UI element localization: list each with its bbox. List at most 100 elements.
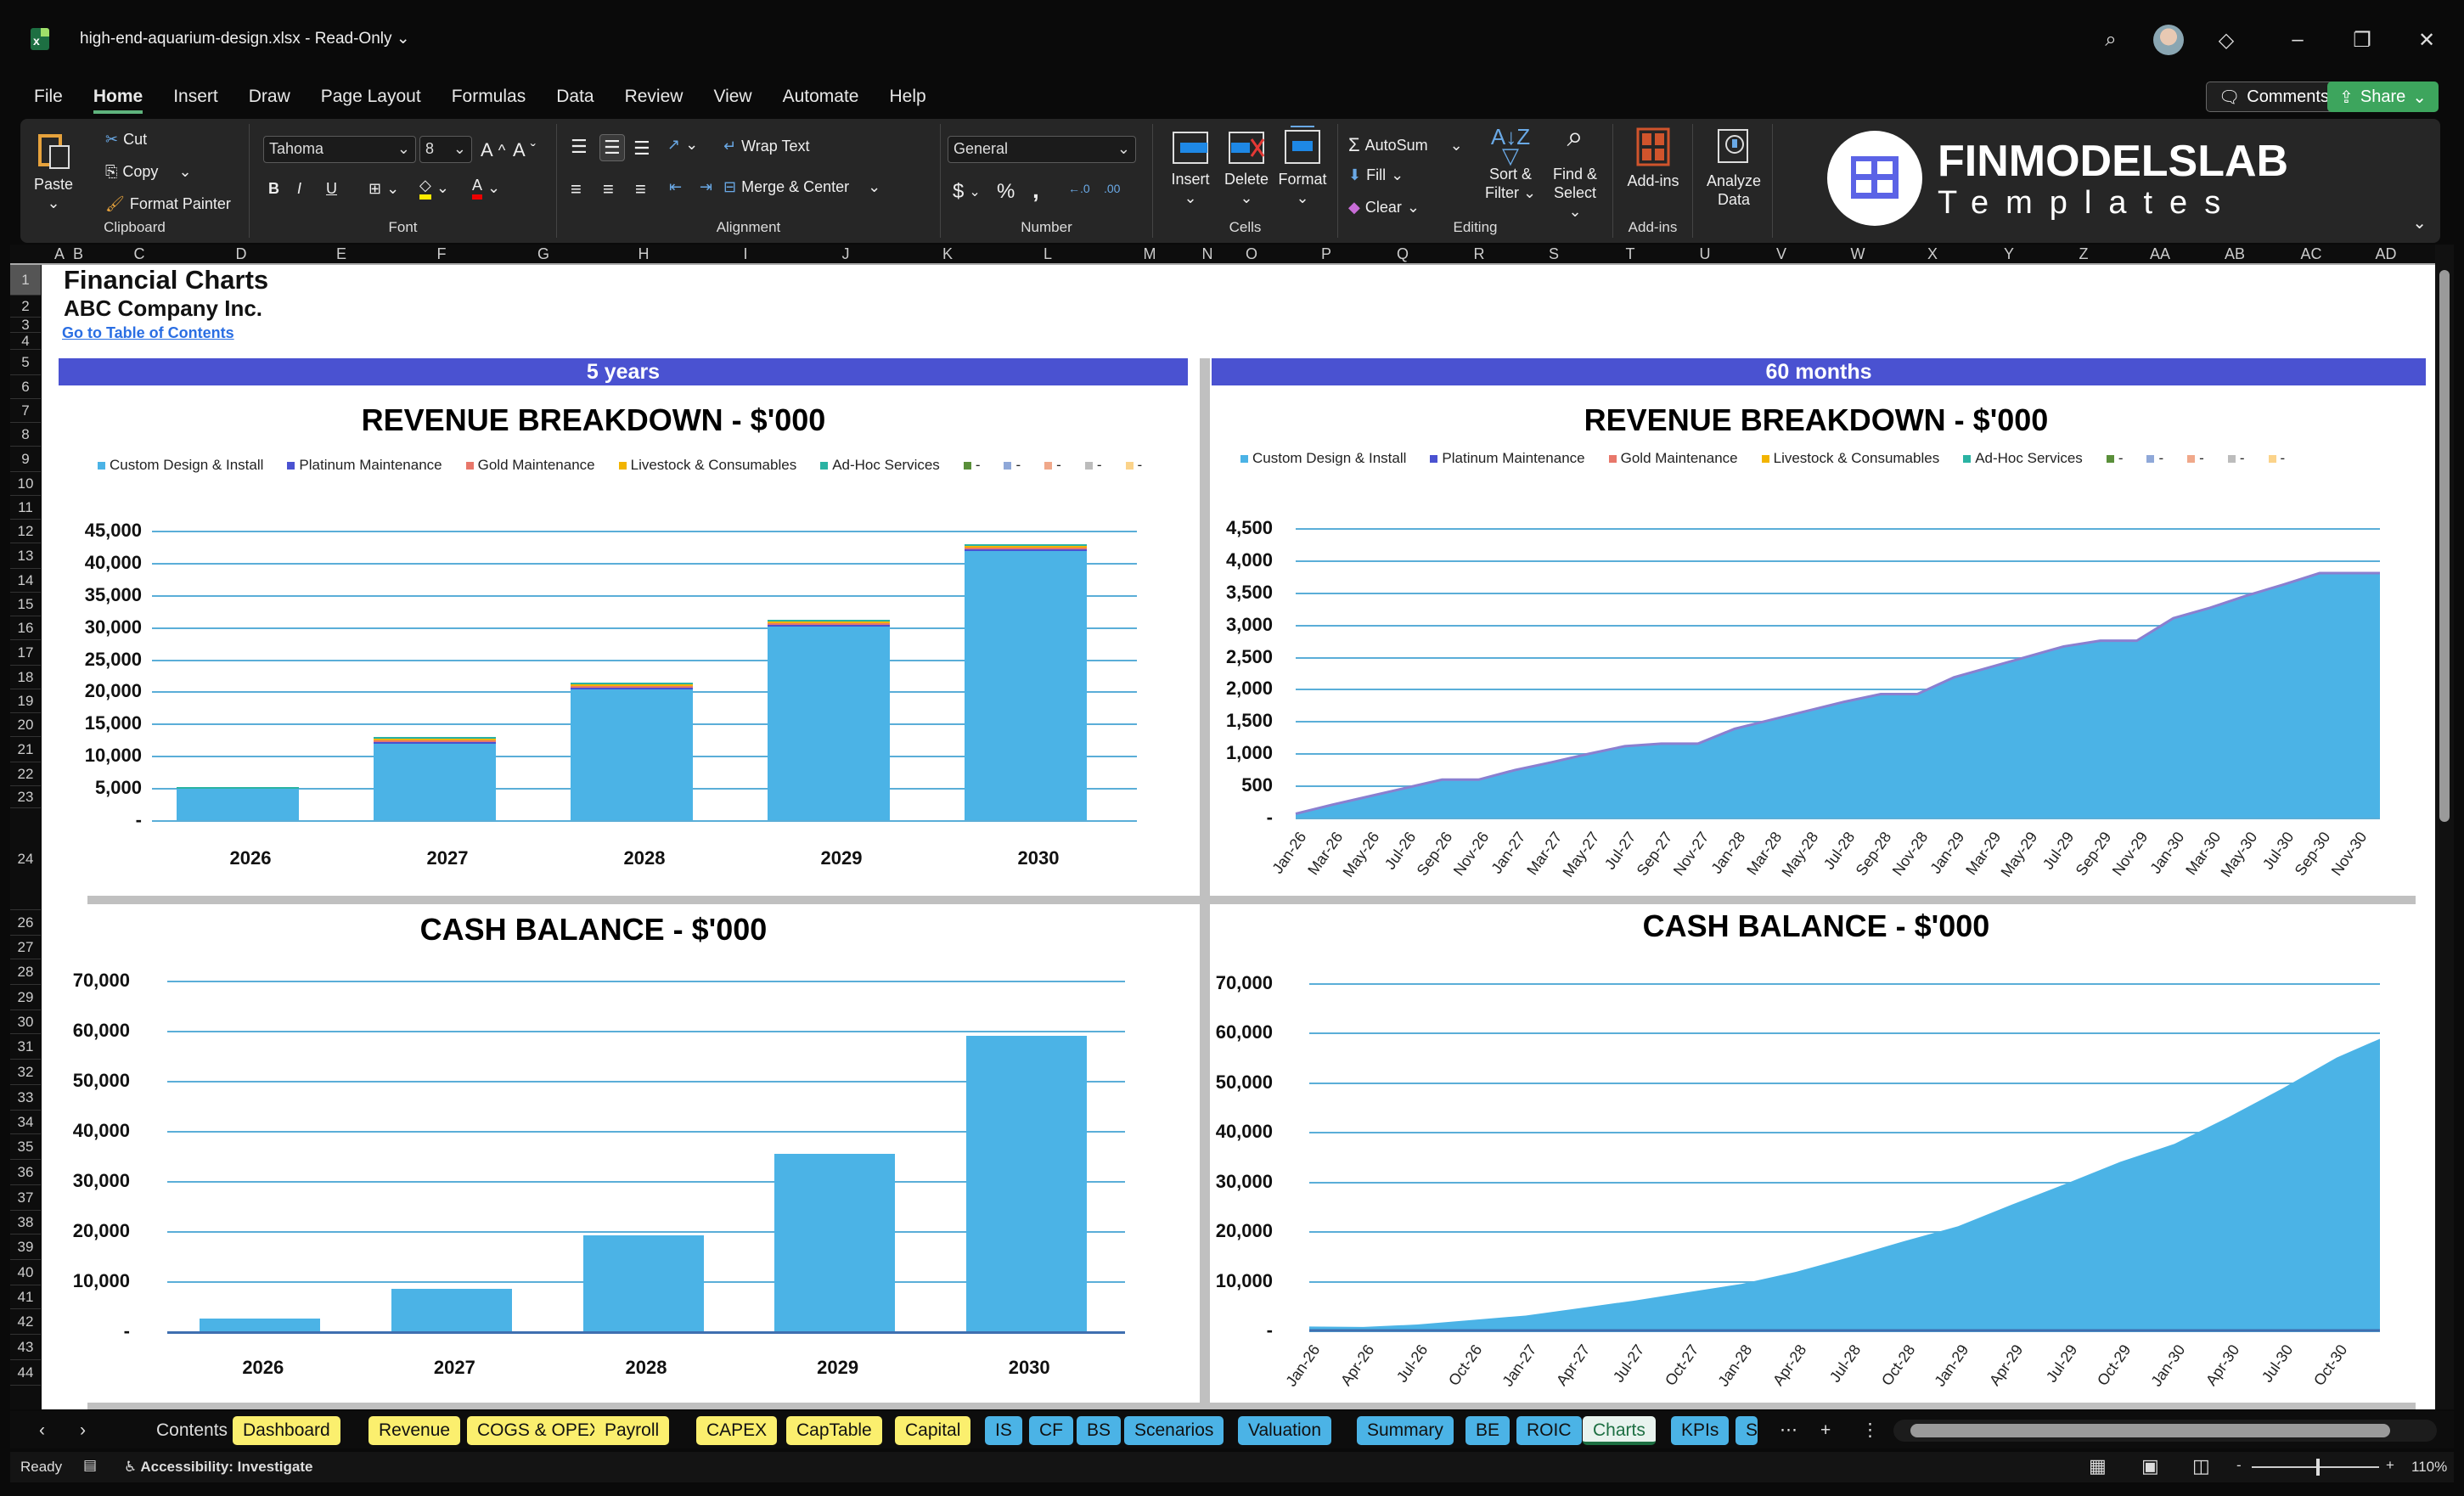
paste-button[interactable]: Paste ⌄	[32, 131, 75, 212]
row-header[interactable]: 42	[10, 1309, 41, 1335]
page-break-view-icon[interactable]: ◫	[2192, 1455, 2210, 1476]
clear-button[interactable]: ◆ Clear ⌄	[1348, 199, 1420, 216]
minimize-icon[interactable]: –	[2292, 28, 2304, 51]
bar[interactable]	[965, 1036, 1087, 1331]
column-header[interactable]: B	[72, 245, 84, 262]
menu-review[interactable]: Review	[624, 87, 684, 106]
merge-center-button[interactable]: ⊟ Merge & Center ⌄	[723, 178, 881, 195]
collapse-ribbon-button[interactable]: ⌄	[2412, 214, 2427, 233]
font-color-button[interactable]: A ⌄	[472, 177, 500, 200]
cash-area-chart[interactable]	[42, 265, 2436, 1409]
align-right-button[interactable]: ≡	[635, 178, 646, 200]
sheet-tab-capital[interactable]: Capital	[895, 1416, 971, 1445]
row-header[interactable]: 18	[10, 666, 41, 689]
row-header[interactable]: 37	[10, 1185, 41, 1211]
column-header[interactable]: G	[537, 245, 550, 262]
bar-segment[interactable]	[571, 688, 693, 690]
menu-formulas[interactable]: Formulas	[451, 87, 526, 106]
analyze-data-button[interactable]: Analyze Data	[1700, 127, 1768, 209]
bar-segment[interactable]	[374, 740, 496, 742]
cut-button[interactable]: ✂ Cut	[105, 131, 148, 148]
column-header[interactable]: R	[1473, 245, 1485, 262]
column-header[interactable]: D	[235, 245, 247, 262]
row-header[interactable]: 30	[10, 1010, 41, 1034]
row-header[interactable]: 32	[10, 1060, 41, 1085]
revenue-area-chart[interactable]	[42, 265, 2436, 1409]
currency-button[interactable]: $ ⌄	[953, 180, 981, 203]
row-header[interactable]: 10	[10, 472, 41, 496]
menu-insert[interactable]: Insert	[173, 87, 218, 106]
row-header[interactable]: 31	[10, 1034, 41, 1060]
column-header[interactable]: X	[1927, 245, 1938, 262]
menu-data[interactable]: Data	[556, 87, 594, 106]
row-header[interactable]: 27	[10, 936, 41, 959]
row-header[interactable]: 7	[10, 399, 41, 423]
row-header[interactable]: 23	[10, 786, 41, 808]
row-header[interactable]: 2	[10, 295, 41, 318]
format-cells-button[interactable]: Format ⌄	[1277, 124, 1328, 207]
row-header[interactable]: 12	[10, 520, 41, 543]
menu-view[interactable]: View	[713, 87, 752, 106]
column-header[interactable]: W	[1850, 245, 1865, 262]
sheet-tab-cf[interactable]: CF	[1029, 1416, 1073, 1445]
delete-cells-button[interactable]: Delete ⌄	[1221, 131, 1272, 207]
row-header[interactable]: 20	[10, 713, 41, 737]
sheet-tab-capex[interactable]: CAPEX	[696, 1416, 778, 1445]
row-header[interactable]: 40	[10, 1260, 41, 1285]
row-header[interactable]: 29	[10, 985, 41, 1010]
sheet-tab-contents[interactable]: Contents	[156, 1420, 228, 1440]
column-header[interactable]: L	[1043, 245, 1053, 262]
underline-button[interactable]: U	[326, 180, 337, 197]
bar-segment[interactable]	[571, 689, 693, 820]
menu-home[interactable]: Home	[93, 87, 143, 114]
sheet-tab-revenue[interactable]: Revenue	[368, 1416, 461, 1445]
add-sheet-button[interactable]: +	[1820, 1420, 1831, 1440]
bar-segment[interactable]	[965, 547, 1087, 549]
bar[interactable]	[582, 1235, 704, 1331]
h-scroll-thumb[interactable]	[1910, 1424, 2390, 1437]
fill-button[interactable]: ⬇ Fill ⌄	[1348, 166, 1404, 183]
column-header[interactable]: AA	[2149, 245, 2171, 262]
sheet-tab-be[interactable]: BE	[1465, 1416, 1510, 1445]
row-header[interactable]: 8	[10, 423, 41, 447]
row-header[interactable]: 22	[10, 762, 41, 786]
scroll-thumb[interactable]	[2439, 270, 2450, 822]
insert-cells-button[interactable]: Insert ⌄	[1165, 131, 1216, 207]
column-header[interactable]: S	[1548, 245, 1560, 262]
decrease-decimal-button[interactable]: .00	[1104, 182, 1121, 195]
sheet-tab-captable[interactable]: CapTable	[786, 1416, 882, 1445]
bar-segment[interactable]	[768, 621, 890, 623]
bar-segment[interactable]	[768, 619, 890, 621]
column-header[interactable]: H	[638, 245, 650, 262]
font-size-select[interactable]: 8 ⌄	[419, 136, 472, 163]
row-header[interactable]: 43	[10, 1335, 41, 1360]
column-header[interactable]: I	[743, 245, 748, 262]
sheet-tab-cogs-opex[interactable]: COGS & OPEX	[467, 1416, 611, 1445]
restore-icon[interactable]: ❐	[2353, 28, 2371, 52]
bar-segment[interactable]	[768, 624, 890, 627]
column-header[interactable]: A	[53, 245, 65, 262]
menu-file[interactable]: File	[34, 87, 63, 106]
format-painter-button[interactable]: 🖌 Format Painter	[105, 195, 231, 212]
bar-segment[interactable]	[177, 788, 299, 820]
sheet-tab-dashboard[interactable]: Dashboard	[233, 1416, 340, 1445]
row-header[interactable]: 41	[10, 1285, 41, 1309]
bar-segment[interactable]	[965, 548, 1087, 552]
sheet-tab-charts[interactable]: Charts	[1583, 1416, 1656, 1445]
bar-segment[interactable]	[965, 551, 1087, 820]
bold-button[interactable]: B	[268, 180, 279, 197]
row-header[interactable]: 1	[10, 265, 41, 295]
comma-button[interactable]: ,	[1032, 177, 1039, 203]
row-header[interactable]: 17	[10, 640, 41, 666]
zoom-in-button[interactable]: +	[2386, 1457, 2394, 1473]
row-header[interactable]: 33	[10, 1085, 41, 1111]
row-header[interactable]: 11	[10, 496, 41, 520]
row-header[interactable]: 38	[10, 1211, 41, 1234]
row-header[interactable]: 44	[10, 1360, 41, 1386]
column-header[interactable]: T	[1625, 245, 1635, 262]
bar-segment[interactable]	[374, 738, 496, 740]
row-header[interactable]: 21	[10, 737, 41, 762]
row-header[interactable]: 13	[10, 543, 41, 569]
page-layout-view-icon[interactable]: ▣	[2141, 1455, 2159, 1476]
bar-segment[interactable]	[768, 622, 890, 625]
